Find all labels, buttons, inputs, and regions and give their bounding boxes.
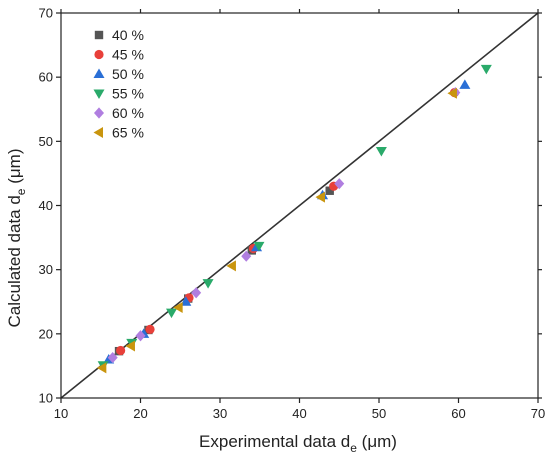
- legend-marker: [93, 68, 105, 78]
- data-point: [116, 345, 126, 356]
- legend-entry: 60 %: [94, 105, 144, 121]
- x-tick-label: 60: [451, 406, 465, 421]
- legend-label: 55 %: [112, 86, 144, 102]
- data-point: [166, 308, 178, 319]
- y-axis-title: Calculated data de (μm): [5, 148, 28, 327]
- y-axis-title-text: Calculated data d: [5, 195, 24, 327]
- data-point: [253, 241, 265, 252]
- x-axis-title: Experimental data de (μm): [199, 432, 397, 455]
- legend-entry: 65 %: [93, 125, 144, 141]
- legend-marker: [93, 89, 105, 99]
- data-point: [315, 191, 325, 203]
- data-point: [480, 64, 492, 75]
- y-tick-label: 10: [39, 391, 53, 406]
- data-point: [459, 79, 471, 89]
- data-point: [202, 279, 214, 289]
- data-markers: [96, 64, 492, 374]
- x-tick-label: 30: [213, 406, 227, 421]
- data-point: [125, 340, 135, 352]
- y-tick-label: 50: [39, 134, 53, 149]
- legend: 40 % 45 % 50 % 55 % 60 % 65 %: [93, 27, 144, 141]
- y-tick-label: 30: [39, 262, 53, 277]
- axes: 10 20 30 40 50 60 70 10 20 30 40 50 60 70: [39, 6, 546, 422]
- y-axis-title-unit: (μm): [5, 148, 24, 188]
- data-point: [241, 250, 252, 262]
- data-point: [191, 287, 202, 299]
- legend-marker: [93, 127, 103, 138]
- data-point: [375, 146, 387, 157]
- legend-label: 40 %: [112, 27, 144, 43]
- x-axis-title-subscript: e: [350, 441, 357, 455]
- y-tick-label: 20: [39, 326, 53, 341]
- data-point: [325, 186, 334, 195]
- x-axis-title-text: Experimental data d: [199, 432, 350, 451]
- x-tick-label: 50: [372, 406, 386, 421]
- legend-entry: 55 %: [93, 86, 144, 102]
- data-point: [107, 351, 118, 364]
- y-axis-title-subscript: e: [14, 188, 28, 195]
- y-tick-label: 60: [39, 70, 53, 85]
- y-tick-label: 70: [39, 6, 53, 21]
- data-point: [226, 260, 236, 272]
- axis-titles: Experimental data de (μm) Calculated dat…: [5, 148, 397, 455]
- data-point: [173, 302, 183, 314]
- x-tick-label: 70: [531, 406, 545, 421]
- series-6: [96, 87, 457, 374]
- series-2: [116, 87, 460, 356]
- legend-entry: 50 %: [93, 66, 144, 82]
- legend-label: 65 %: [112, 125, 144, 141]
- legend-marker: [94, 107, 104, 119]
- legend-label: 50 %: [112, 66, 144, 82]
- legend-label: 45 %: [112, 47, 144, 63]
- x-tick-label: 10: [54, 406, 68, 421]
- legend-label: 60 %: [112, 105, 144, 121]
- data-point: [96, 362, 107, 374]
- data-point: [135, 330, 146, 342]
- x-tick-label: 20: [133, 406, 147, 421]
- x-axis-title-unit: (μm): [357, 432, 397, 451]
- y-tick-label: 40: [39, 198, 53, 213]
- data-point: [145, 324, 155, 334]
- legend-entry: 40 %: [94, 27, 144, 43]
- data-point: [180, 296, 192, 306]
- legend-marker: [94, 49, 104, 60]
- data-point: [447, 87, 457, 99]
- legend-entry: 45 %: [94, 47, 144, 63]
- series-3: [103, 79, 471, 364]
- x-tick-label: 40: [292, 406, 306, 421]
- data-point: [334, 178, 345, 190]
- series-4: [97, 64, 492, 371]
- legend-marker: [94, 30, 104, 40]
- series-5: [107, 86, 461, 364]
